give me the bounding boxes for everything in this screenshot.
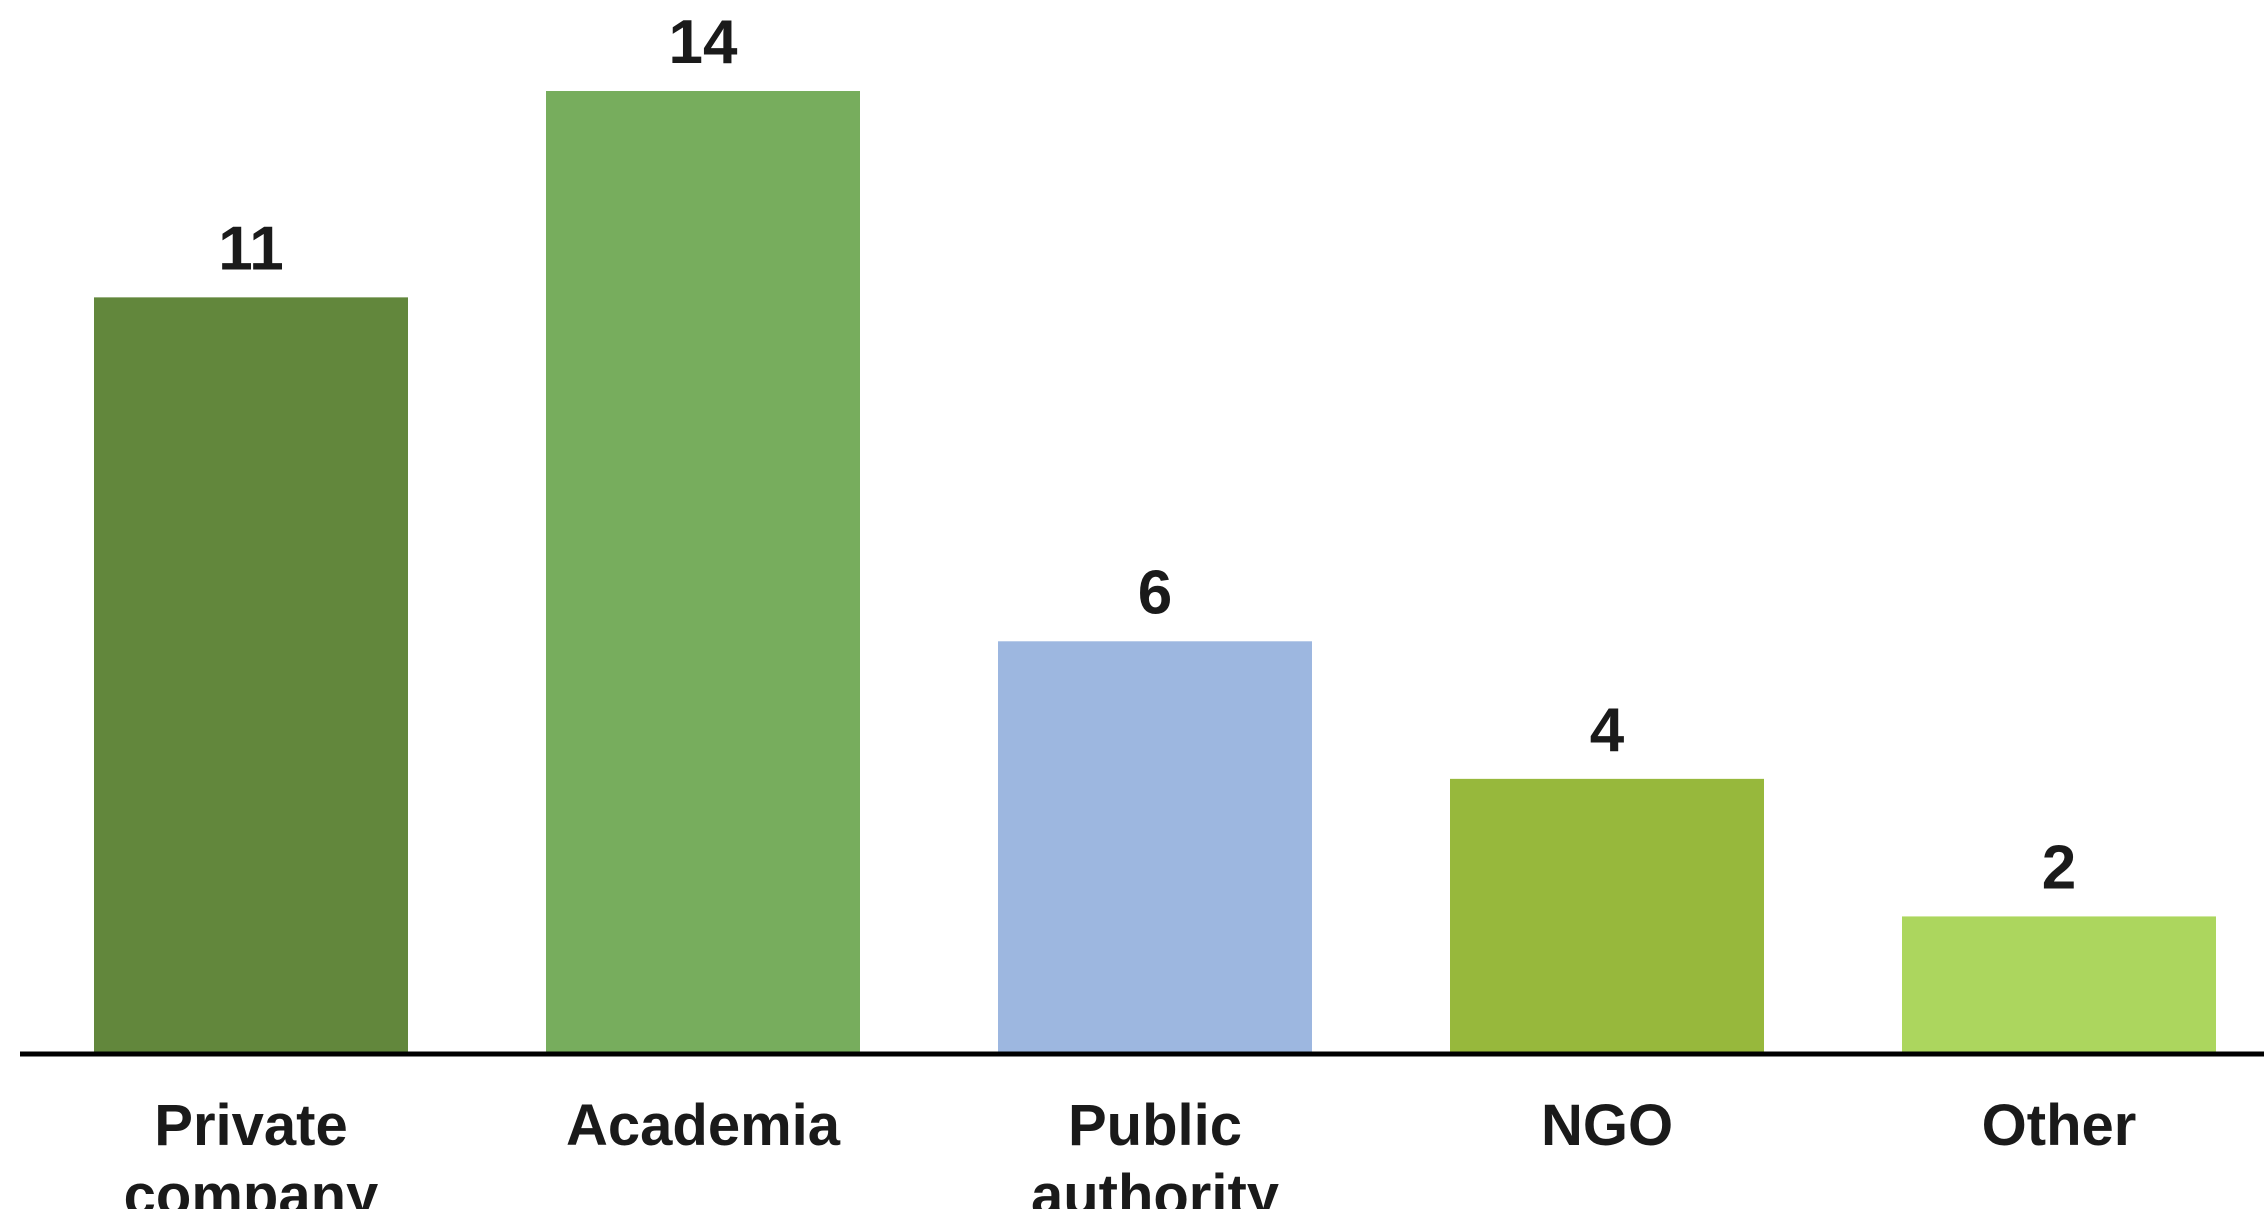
bar-4 (1902, 916, 2216, 1054)
x-tick-label-2: Public authority (1031, 1093, 1279, 1209)
x-tick-label-line: company (124, 1163, 379, 1209)
x-tick-label-line: Public (1068, 1093, 1242, 1158)
bar-2 (998, 641, 1312, 1054)
x-tick-label-1: Academia (566, 1093, 841, 1158)
data-label-3: 4 (1590, 696, 1625, 765)
bar-3 (1450, 778, 1764, 1054)
data-label-4: 2 (2042, 833, 2076, 902)
x-tick-label-3: NGO (1541, 1093, 1673, 1158)
x-tick-labels-group: Private company Academia Public authority NGO… (124, 1093, 2137, 1209)
data-label-1: 14 (669, 8, 738, 77)
x-tick-label-line: NGO (1541, 1093, 1673, 1158)
x-tick-label-line: Private (154, 1093, 347, 1158)
bars-group (94, 91, 2216, 1054)
x-tick-label-4: Other (1982, 1093, 2137, 1158)
value-labels-group: 11 14 6 4 2 (218, 8, 2076, 902)
x-tick-label-0: Private company (124, 1093, 379, 1209)
bar-0 (94, 297, 408, 1054)
bar-1 (546, 91, 860, 1054)
x-tick-label-line: Academia (566, 1093, 841, 1158)
x-tick-label-line: authority (1031, 1163, 1279, 1209)
x-tick-label-line: Other (1982, 1093, 2137, 1158)
data-label-2: 6 (1138, 558, 1172, 627)
data-label-0: 11 (218, 214, 284, 283)
